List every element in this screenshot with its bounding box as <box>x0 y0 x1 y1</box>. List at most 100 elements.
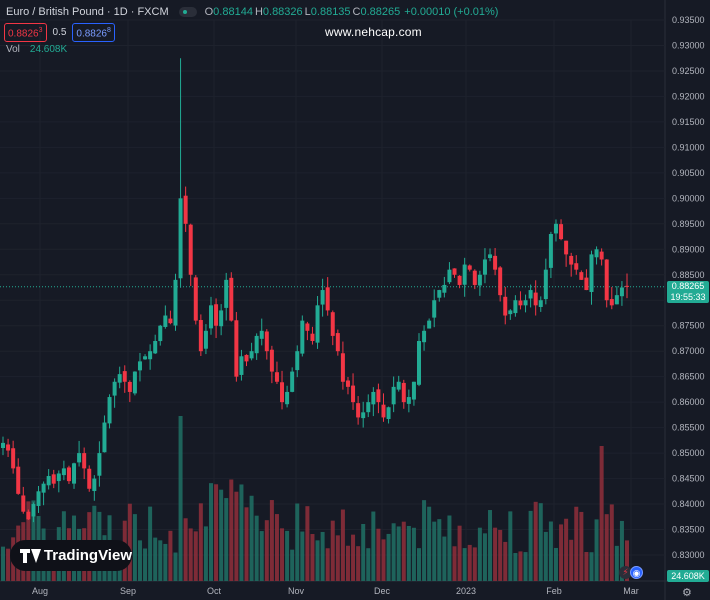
candle-body <box>533 292 538 306</box>
candle-body <box>406 397 411 404</box>
volume-legend: Vol 24.608K <box>6 44 67 55</box>
volume-bar <box>564 518 569 581</box>
candle-body <box>102 422 107 453</box>
candle-body <box>274 372 279 382</box>
volume-tag: 24.608K <box>667 570 709 582</box>
price-tick-label: 0.89500 <box>672 219 705 229</box>
volume-bar <box>345 545 350 581</box>
volume-bar <box>569 539 574 581</box>
tradingview-logo[interactable]: TradingView <box>10 540 132 571</box>
candle-body <box>92 478 97 492</box>
candle-body <box>564 240 569 255</box>
volume-bar <box>442 536 447 581</box>
symbol-title[interactable]: Euro / British Pound · 1D · FXCM <box>6 6 169 18</box>
candle-body <box>518 300 523 306</box>
candle-body <box>97 453 102 476</box>
candle-body <box>325 287 330 311</box>
candle-body <box>198 320 203 352</box>
candle-body <box>72 463 77 484</box>
candle-body <box>411 381 416 400</box>
volume-bar <box>310 534 315 581</box>
candle-body <box>239 356 244 375</box>
price-tick-label: 0.84500 <box>672 474 705 484</box>
candle-body <box>112 381 117 396</box>
volume-bar <box>148 506 153 581</box>
visibility-toggle-icon[interactable] <box>178 7 197 17</box>
volume-bar <box>285 530 290 581</box>
time-tick-label: Oct <box>207 586 222 596</box>
volume-bar <box>330 520 335 581</box>
volume-bar <box>503 541 508 581</box>
candle-body <box>305 323 310 331</box>
candle-body <box>143 356 148 360</box>
price-tick-label: 0.89000 <box>672 244 705 254</box>
volume-bar <box>406 525 411 581</box>
volume-bar <box>523 552 528 581</box>
candle-body <box>229 277 234 321</box>
volume-bar <box>239 484 244 581</box>
volume-label[interactable]: Vol <box>6 44 20 55</box>
volume-bar <box>533 501 538 581</box>
volume-bar <box>244 507 249 581</box>
candle-body <box>193 277 198 321</box>
volume-bar <box>401 521 406 581</box>
volume-bar <box>315 540 320 581</box>
brand-name: TradingView <box>43 547 132 564</box>
volume-bar <box>432 521 437 581</box>
candle-body <box>498 267 503 296</box>
price-tick-label: 0.92500 <box>672 66 705 76</box>
volume-bar <box>482 533 487 581</box>
volume-bar <box>214 484 219 581</box>
candle-body <box>543 269 548 300</box>
candle-body <box>447 269 452 283</box>
candle-body <box>26 511 31 520</box>
volume-bar <box>198 503 203 581</box>
candle-body <box>290 371 295 392</box>
candle-body <box>300 320 305 354</box>
volume-bar <box>467 544 472 581</box>
buy-button[interactable]: 0.88268 <box>72 23 115 43</box>
candle-body <box>493 255 498 270</box>
lightning-icon[interactable]: ⚡ <box>619 566 632 579</box>
volume-bar <box>422 500 427 581</box>
volume-bar <box>335 535 340 581</box>
price-tick-label: 0.83500 <box>672 525 705 535</box>
time-tick-label: Feb <box>546 586 562 596</box>
price-tick-label: 0.86000 <box>672 397 705 407</box>
volume-bar <box>589 552 594 581</box>
volume-bar <box>290 549 295 581</box>
volume-bar <box>579 511 584 581</box>
candle-body <box>158 325 163 342</box>
candle-body <box>122 371 127 382</box>
candle-body <box>51 474 56 484</box>
price-tick-label: 0.91000 <box>672 142 705 152</box>
candle-body <box>280 382 285 403</box>
volume-bar <box>219 489 224 581</box>
candle-body <box>259 330 264 339</box>
candle-body <box>548 234 553 268</box>
volume-bar <box>594 519 599 581</box>
gear-icon[interactable]: ⚙ <box>682 587 692 599</box>
price-tick-label: 0.86500 <box>672 372 705 382</box>
volume-bar <box>168 530 173 581</box>
volume-bar <box>477 527 482 581</box>
sell-price-sup: 3 <box>38 27 43 34</box>
candle-body <box>457 275 462 285</box>
candle-body <box>203 330 208 349</box>
candle-body <box>46 476 51 486</box>
volume-bar <box>513 552 518 581</box>
candle-body <box>36 491 41 506</box>
candle-body <box>604 259 609 301</box>
event-icon[interactable]: ◉ <box>630 566 643 579</box>
high-value: 0.88326 <box>262 6 303 18</box>
candle-body <box>168 318 173 324</box>
volume-bar <box>173 552 178 581</box>
candle-body <box>386 407 391 419</box>
price-tick-label: 0.85500 <box>672 423 705 433</box>
sell-button[interactable]: 0.88263 <box>4 23 47 43</box>
candle-body <box>508 310 513 315</box>
volume-bar <box>396 526 401 581</box>
volume-bar <box>447 515 452 581</box>
candle-body <box>224 279 229 308</box>
